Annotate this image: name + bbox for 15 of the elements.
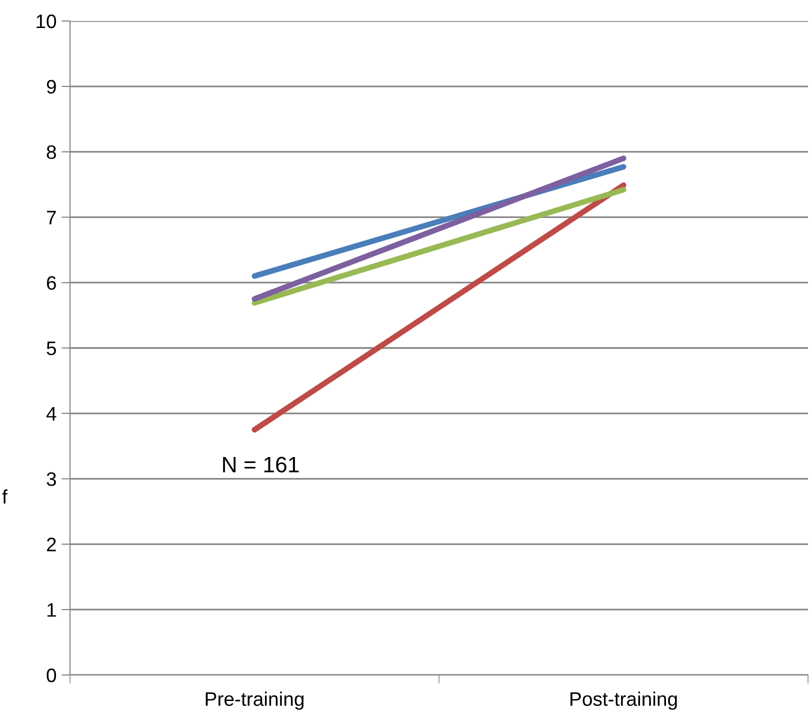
y-tick-label: 2 (46, 538, 56, 552)
y-tick-label: 0 (46, 668, 56, 682)
y-tick-label: 4 (46, 407, 56, 420)
y-tick-label: 3 (46, 472, 56, 486)
y-axis-title: f (2, 489, 8, 504)
y-tick-label: 6 (46, 276, 56, 290)
x-tick-label: Post-training (570, 692, 677, 710)
x-tick-label: Pre-training (206, 692, 304, 710)
annotation: N = 161 (223, 456, 299, 472)
y-tick-label: 9 (46, 80, 56, 94)
y-tick-label: 8 (46, 145, 56, 160)
y-tick-label: 5 (46, 342, 56, 356)
y-tick-label: 10 (36, 14, 56, 28)
y-tick-label: 1 (47, 603, 56, 617)
y-tick-label: 7 (46, 210, 56, 224)
